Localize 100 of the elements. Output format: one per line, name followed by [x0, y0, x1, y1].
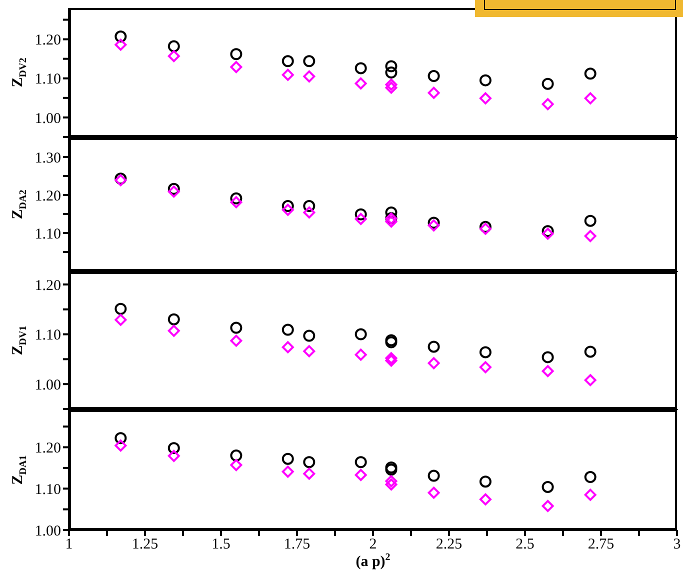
point — [542, 365, 554, 378]
point — [282, 324, 294, 336]
y-tick-label: 1.10 — [34, 482, 61, 498]
point — [282, 204, 294, 216]
point — [230, 459, 242, 472]
point — [385, 60, 398, 72]
y-tick-label: 1.10 — [34, 226, 61, 242]
point — [542, 228, 554, 240]
point — [385, 78, 398, 91]
x-tick-label: 1.75 — [284, 536, 310, 553]
x-tick-label: 3 — [673, 536, 681, 553]
point — [282, 452, 294, 465]
point — [114, 302, 127, 315]
point — [428, 486, 440, 499]
point — [479, 346, 492, 358]
point — [385, 216, 398, 228]
point — [479, 493, 492, 506]
point — [168, 50, 180, 62]
point — [354, 212, 367, 225]
point — [303, 468, 316, 480]
point — [584, 488, 596, 501]
point — [114, 432, 127, 444]
y-tick-label: 1.30 — [34, 150, 61, 166]
point — [584, 230, 596, 242]
x-tick-label: 1.5 — [212, 536, 230, 553]
point — [479, 92, 492, 104]
point — [354, 348, 367, 361]
point — [168, 186, 180, 198]
point — [385, 475, 398, 488]
point — [230, 334, 242, 347]
point — [303, 70, 316, 82]
point — [428, 219, 440, 232]
point — [114, 314, 127, 326]
point — [354, 456, 367, 468]
point — [542, 500, 554, 512]
point — [542, 351, 554, 364]
point — [303, 345, 316, 358]
point — [542, 480, 554, 493]
point — [114, 440, 127, 452]
point — [230, 196, 242, 208]
point — [230, 192, 242, 204]
point — [168, 450, 180, 462]
point — [385, 354, 398, 367]
x-axis-title: (a p)$^{2}$ — [356, 552, 390, 570]
point — [168, 182, 180, 195]
y-tick-label: 1.20 — [34, 188, 61, 204]
point — [428, 357, 440, 370]
y-tick-label: 1.00 — [34, 377, 61, 394]
y-tick-label: 1.00 — [34, 110, 61, 127]
x-tick-label: 2.75 — [588, 536, 614, 553]
point — [282, 466, 294, 478]
point — [354, 77, 367, 90]
point — [230, 48, 242, 60]
point — [230, 61, 242, 74]
point — [303, 456, 316, 468]
point — [385, 478, 398, 490]
point — [584, 92, 596, 104]
point — [542, 78, 554, 90]
point — [354, 328, 367, 340]
point — [303, 206, 316, 218]
point — [542, 98, 554, 110]
point — [282, 55, 294, 68]
point — [114, 30, 127, 43]
point — [303, 55, 316, 68]
x-tick-label: 1.25 — [132, 536, 158, 553]
y-tick-label: 1.10 — [34, 72, 61, 88]
x-tick-label: 2 — [369, 536, 377, 553]
point — [282, 341, 294, 354]
x-tick-label: 2.5 — [516, 536, 534, 553]
point — [428, 86, 440, 99]
point — [354, 468, 367, 481]
point — [385, 82, 398, 94]
point — [584, 214, 596, 227]
point — [303, 330, 316, 342]
y-tick-label: 1.20 — [34, 278, 61, 294]
x-tick-label: 2.25 — [436, 536, 462, 553]
point — [282, 68, 294, 81]
point — [584, 68, 596, 80]
y-tick-label: 1.20 — [34, 440, 61, 457]
point — [230, 450, 242, 462]
point — [385, 352, 398, 364]
x-tick-label: 1 — [65, 536, 73, 553]
point — [354, 208, 367, 220]
point — [479, 74, 492, 86]
point — [168, 40, 180, 52]
y-tick-label: 1.00 — [34, 523, 61, 540]
point — [428, 340, 440, 353]
point — [479, 476, 492, 488]
point — [428, 216, 440, 229]
point — [303, 200, 316, 212]
point — [584, 374, 596, 386]
point — [542, 225, 554, 238]
point — [168, 442, 180, 454]
point — [354, 62, 367, 74]
point — [385, 66, 398, 78]
point — [584, 471, 596, 484]
point — [114, 38, 127, 51]
point — [230, 322, 242, 334]
point — [584, 346, 596, 358]
point — [168, 313, 180, 326]
